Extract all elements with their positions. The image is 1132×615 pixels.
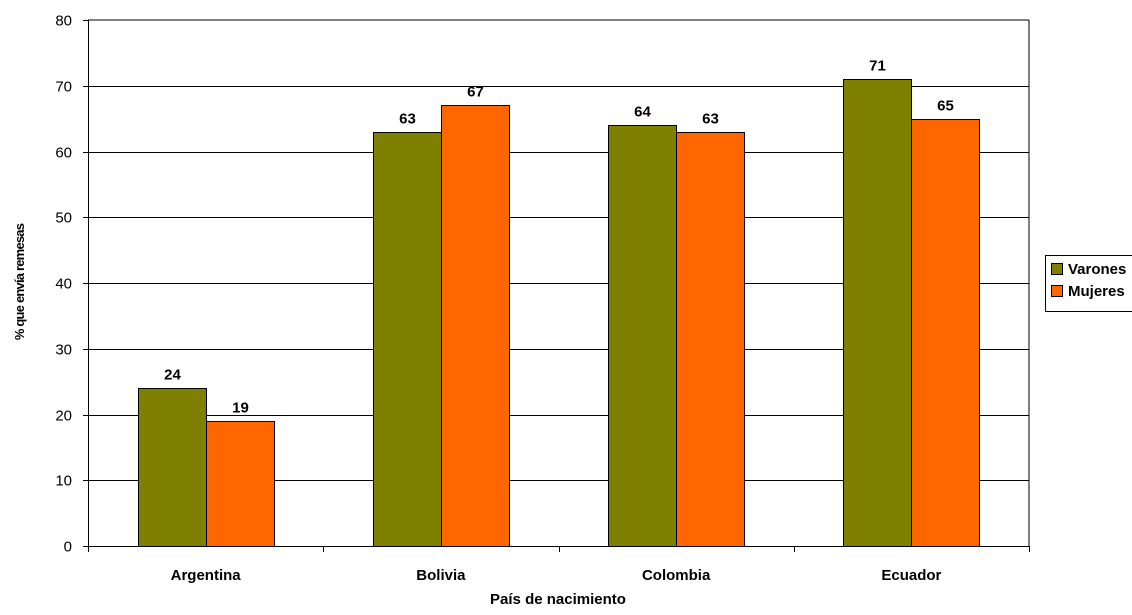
bar-varones-colombia: [609, 126, 677, 547]
y-tick-label: 10: [55, 473, 72, 490]
y-tick-label: 60: [55, 145, 72, 162]
legend-swatch-varones: [1052, 264, 1063, 275]
y-tick-label: 70: [55, 79, 72, 96]
bars: [139, 80, 980, 547]
y-tick-label: 50: [55, 210, 72, 227]
y-axis-title: % que envía remesas: [12, 223, 27, 340]
bar-mujeres-bolivia: [442, 106, 510, 547]
y-tick-label: 0: [64, 539, 72, 556]
data-label: 71: [869, 58, 886, 75]
data-label: 67: [467, 84, 484, 101]
x-axis-title: País de nacimiento: [490, 591, 626, 608]
data-label: 63: [399, 111, 416, 128]
bar-mujeres-colombia: [677, 133, 745, 547]
bar-varones-bolivia: [374, 133, 442, 547]
bar-varones-argentina: [139, 389, 207, 547]
bar-varones-ecuador: [844, 80, 912, 547]
data-labels: 24 19 63 67 64 63 71 65: [164, 58, 954, 417]
legend-label-mujeres: Mujeres: [1068, 283, 1125, 300]
data-label: 65: [937, 98, 954, 115]
y-tick-label: 80: [55, 13, 72, 30]
x-tick-label: Ecuador: [881, 567, 941, 584]
legend-swatch-mujeres: [1052, 286, 1063, 297]
x-tick-label: Colombia: [642, 567, 711, 584]
y-tick-label: 30: [55, 342, 72, 359]
x-tick-label: Bolivia: [416, 567, 466, 584]
legend-label-varones: Varones: [1068, 261, 1126, 278]
bar-mujeres-argentina: [207, 422, 275, 547]
bar-mujeres-ecuador: [912, 120, 980, 547]
y-tick-label: 20: [55, 408, 72, 425]
data-label: 63: [702, 111, 719, 128]
x-tick-label: Argentina: [171, 567, 242, 584]
y-tick-label: 40: [55, 276, 72, 293]
data-label: 64: [634, 104, 651, 121]
legend: Varones Mujeres: [1046, 256, 1132, 312]
data-label: 19: [232, 400, 249, 417]
data-label: 24: [164, 367, 181, 384]
